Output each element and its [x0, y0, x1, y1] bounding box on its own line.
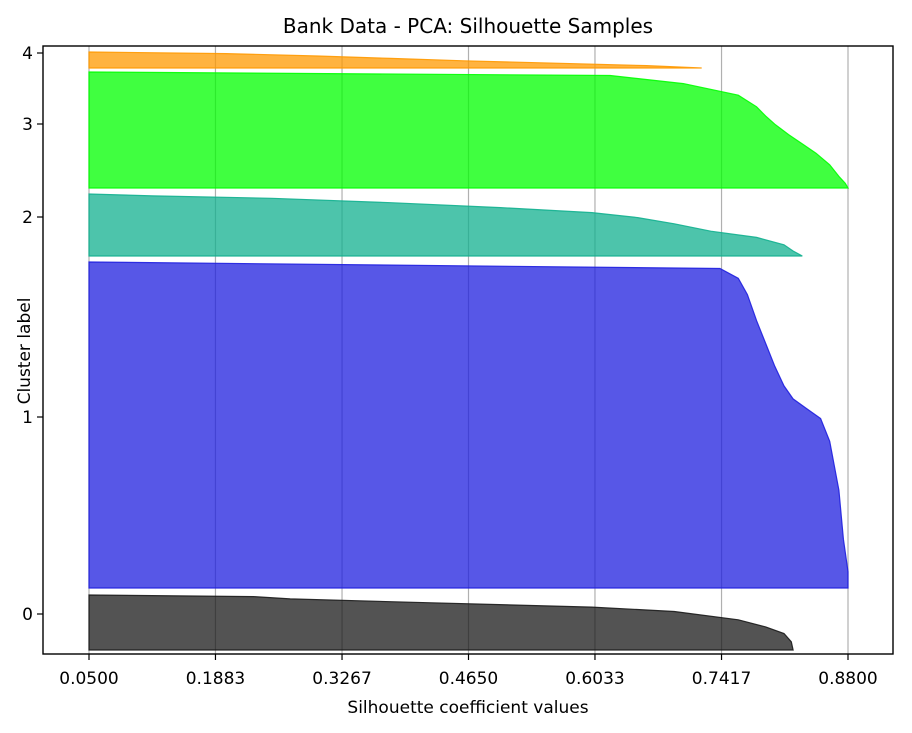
y-tick-label-4: 4 [22, 44, 33, 64]
y-axis-label: Cluster label [15, 298, 35, 405]
x-axis-ticks: 0.0500 0.1883 0.3267 0.4650 0.6033 0.7417 0.88… [59, 654, 878, 689]
cluster-4-area [88, 51, 702, 69]
x-tick-label-6: 0.8800 [818, 669, 877, 689]
y-tick-label-2: 2 [22, 208, 33, 228]
x-tick-label-5: 0.7417 [692, 669, 751, 689]
y-tick-label-3: 3 [22, 115, 33, 135]
y-tick-label-1: 1 [22, 408, 33, 428]
cluster-0-area [88, 594, 794, 651]
cluster-2-area [88, 193, 803, 257]
chart-title: Bank Data - PCA: Silhouette Samples [283, 14, 653, 38]
x-tick-label-3: 0.4650 [439, 669, 498, 689]
cluster-3-area [88, 71, 850, 189]
x-tick-label-1: 0.1883 [186, 669, 245, 689]
y-axis-ticks: 0 1 2 3 4 [22, 44, 43, 625]
x-tick-label-0: 0.0500 [59, 669, 118, 689]
cluster-1-area [88, 261, 849, 589]
x-tick-label-4: 0.6033 [565, 669, 624, 689]
x-axis-label: Silhouette coefficient values [347, 698, 588, 718]
x-tick-label-2: 0.3267 [312, 669, 371, 689]
cluster-areas [88, 51, 850, 651]
y-tick-label-0: 0 [22, 605, 33, 625]
